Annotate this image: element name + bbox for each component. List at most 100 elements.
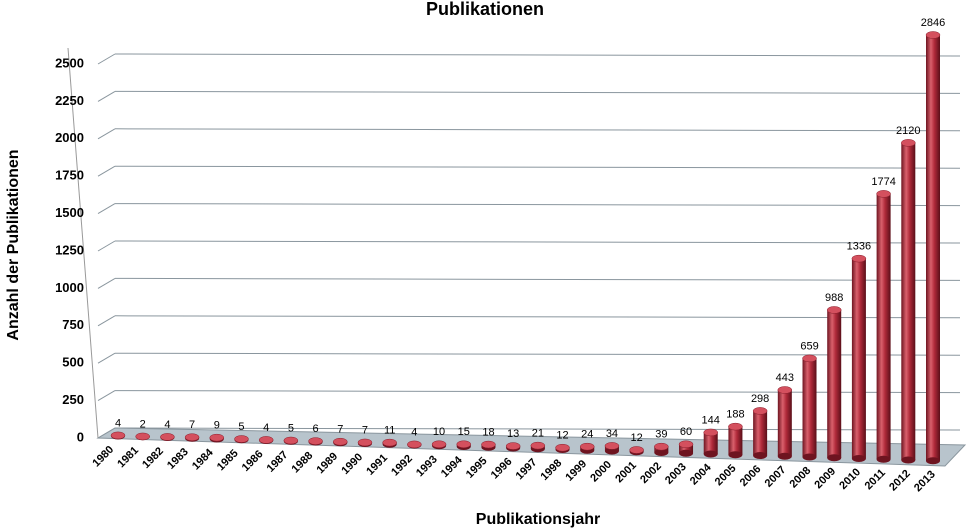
grid-line [97, 352, 116, 364]
bar-top [728, 422, 743, 431]
y-tick-label: 2250 [55, 93, 84, 108]
bar-bottom [901, 456, 916, 464]
bar-top [925, 31, 941, 39]
x-tick-label: 1985 [215, 447, 241, 473]
bar-top [777, 386, 793, 394]
bar [901, 142, 916, 460]
grid-line [97, 203, 116, 215]
value-label: 10 [433, 426, 445, 438]
value-label: 12 [556, 430, 568, 442]
x-tick-label: 1997 [514, 456, 540, 482]
bar-top [160, 433, 175, 441]
value-label: 7 [189, 419, 195, 431]
bar-bottom [679, 449, 694, 457]
grid-line [114, 390, 961, 394]
value-label: 2 [140, 418, 146, 430]
bar-top [851, 254, 867, 263]
bar-top [333, 437, 348, 446]
y-tick-label: 1750 [55, 168, 84, 183]
left-wall-edge [67, 47, 99, 439]
value-label: 988 [825, 292, 843, 304]
bar [802, 358, 817, 457]
bar-bottom [926, 457, 940, 465]
x-tick-label: 2013 [912, 468, 938, 494]
bar-top [654, 442, 669, 451]
bar-top [703, 428, 718, 437]
x-tick-label: 2011 [863, 467, 888, 492]
x-tick-label: 2009 [812, 465, 838, 491]
value-label: 24 [581, 429, 593, 441]
value-label: 4 [263, 422, 269, 434]
x-tick-label: 2012 [887, 468, 913, 494]
x-tick-label: 2000 [588, 459, 614, 485]
value-label: 18 [482, 426, 494, 438]
bar-bottom [753, 452, 768, 459]
bar-top [308, 437, 323, 445]
value-label: 443 [776, 372, 794, 384]
grid-line [114, 128, 961, 132]
grid-line [97, 427, 116, 439]
value-label: 34 [606, 428, 618, 440]
grid-line [114, 240, 961, 244]
x-tick-label: 1981 [115, 444, 141, 470]
bar-top [456, 440, 472, 449]
bar-bottom [703, 450, 718, 458]
bar-bottom [827, 454, 842, 462]
x-tick-label: 1989 [314, 450, 340, 476]
grid-line [97, 390, 116, 402]
bar-top [234, 435, 249, 443]
bar [851, 258, 866, 459]
value-label: 5 [238, 421, 244, 433]
bar [926, 34, 940, 461]
value-label: 2120 [896, 125, 920, 137]
y-tick-label: 2000 [55, 130, 84, 145]
bar [777, 389, 792, 457]
bar-top [530, 441, 546, 450]
value-label: 12 [631, 432, 643, 444]
value-label: 39 [655, 429, 667, 441]
bar-top [382, 438, 397, 447]
y-tick-label: 2500 [55, 55, 84, 70]
value-label: 6 [313, 423, 319, 435]
bar [876, 193, 891, 460]
x-tick-label: 1988 [290, 450, 316, 476]
x-tick-label: 1983 [165, 446, 191, 472]
bar [827, 309, 842, 458]
y-tick-label: 1000 [55, 280, 84, 295]
bar-top [505, 442, 521, 450]
x-tick-label: 1999 [563, 458, 589, 484]
x-tick-label: 2006 [738, 463, 764, 489]
bar-top [629, 446, 644, 454]
y-tick-label: 250 [62, 392, 84, 407]
x-tick-label: 1990 [339, 451, 365, 477]
value-label: 2846 [921, 17, 945, 29]
grid-line [97, 90, 116, 102]
x-tick-label: 1992 [389, 453, 415, 479]
x-tick-label: 2004 [688, 461, 714, 487]
y-tick-label: 0 [77, 429, 84, 444]
value-label: 1336 [847, 241, 871, 253]
y-tick-label: 500 [62, 355, 84, 370]
x-tick-label: 2005 [713, 462, 739, 488]
chart-title: Publikationen [426, 0, 544, 19]
x-tick-label: 1998 [539, 457, 565, 483]
bar-top [752, 407, 768, 415]
bar-bottom [604, 447, 619, 455]
y-axis-title: Anzahl der Publikationen [5, 149, 22, 340]
x-tick-label: 2008 [787, 465, 813, 491]
bar-top [802, 354, 817, 363]
value-label: 7 [337, 424, 343, 436]
bar-top [901, 139, 916, 147]
bar-top [184, 433, 200, 441]
value-label: 188 [726, 409, 744, 421]
bar-bottom [851, 455, 866, 462]
x-tick-label: 2001 [613, 459, 639, 485]
grid-line [114, 352, 961, 356]
grid-line [114, 315, 961, 319]
bar-bottom [654, 449, 669, 456]
grid-line [97, 165, 116, 177]
x-tick-label: 1991 [364, 452, 390, 478]
bar-top [283, 436, 299, 445]
x-axis-title: Publikationsjahr [476, 511, 600, 528]
